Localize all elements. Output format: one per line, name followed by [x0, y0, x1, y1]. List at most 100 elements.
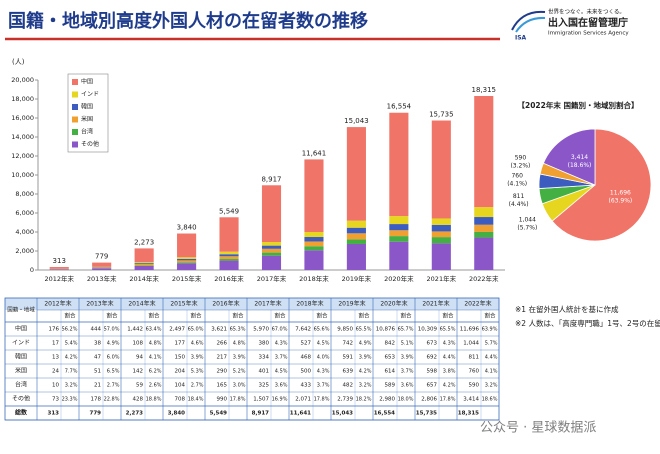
bar-segment	[49, 267, 69, 269]
table-year: 2018年末	[296, 300, 323, 308]
table-count: 2,497	[169, 327, 185, 333]
table-year: 2015年末	[170, 300, 197, 308]
table-count: 598	[427, 369, 438, 375]
bar-segment	[134, 265, 154, 270]
table-share: 65.5%	[356, 327, 372, 333]
table-share: 2.7%	[191, 383, 204, 389]
table-share: 4.5%	[275, 369, 288, 375]
table-count: 3,621	[211, 327, 227, 333]
table-count: 104	[175, 383, 186, 389]
y-tick-label: 12,000	[11, 152, 34, 160]
table-year: 2022年末	[464, 300, 491, 308]
bar-segment	[346, 243, 366, 270]
table-header-bg	[5, 298, 499, 310]
table-share: 2.6%	[149, 383, 162, 389]
table-count: 2,806	[421, 397, 437, 403]
bar-segment	[219, 251, 239, 255]
table-share: 3.2%	[65, 383, 78, 389]
table-count: 401	[259, 369, 270, 375]
x-tick-label: 2017年末	[257, 274, 287, 283]
bar-segment	[134, 263, 154, 265]
bar-segment	[261, 248, 282, 253]
legend-label: その他	[81, 140, 99, 148]
table-count: 47	[94, 355, 101, 361]
table-count: 73	[52, 397, 59, 403]
table-share-header: 割合	[484, 312, 496, 320]
x-tick-label: 2013年末	[87, 274, 117, 283]
table-count: 589	[385, 383, 396, 389]
bar-segment	[177, 263, 197, 270]
table-count: 17	[52, 341, 59, 347]
bar-segment	[474, 207, 494, 218]
y-tick-label: 2,000	[15, 247, 34, 255]
bar-segment	[304, 232, 324, 238]
table-share: 4.3%	[443, 341, 456, 347]
table-share: 5.2%	[233, 369, 246, 375]
total-label: 15,043	[344, 117, 369, 125]
table-share-header: 割合	[442, 312, 454, 320]
table-count: 639	[343, 369, 354, 375]
table-share: 6.5%	[107, 369, 120, 375]
table-count: 482	[343, 383, 354, 389]
table-count: 108	[133, 341, 144, 347]
bar-segment	[304, 241, 324, 247]
note: ※2 人数は、「高度専門職」1号、2号の在留者数	[515, 318, 660, 328]
total-label: 5,549	[219, 207, 239, 215]
table-share: 22.8%	[104, 397, 120, 403]
table-count: 5,970	[253, 327, 269, 333]
bar-segment	[261, 242, 282, 246]
bar-segment	[431, 120, 451, 219]
total-label: 15,735	[429, 111, 454, 119]
pie-value-label: 11,696	[610, 189, 631, 196]
legend-swatch	[72, 116, 78, 123]
table-total: 18,315	[458, 411, 479, 417]
bar-segment	[474, 217, 494, 225]
y-tick-label: 18,000	[11, 95, 34, 103]
bar-segment	[261, 185, 282, 243]
bar-segment	[134, 264, 154, 266]
pie-value-label: 760	[511, 172, 523, 179]
table-share: 6.2%	[149, 369, 162, 375]
table-share: 3.7%	[317, 383, 330, 389]
table-share: 3.8%	[443, 369, 456, 375]
table-share: 4.1%	[485, 369, 498, 375]
bar-segment	[346, 227, 366, 234]
bar-segment	[389, 224, 409, 231]
slogan: 世界をつなぐ。未来をつくる。	[548, 8, 625, 16]
legend-swatch	[72, 104, 78, 110]
table-count: 94	[136, 355, 143, 361]
table-row-label: 中国	[15, 325, 27, 333]
logo-arc	[515, 16, 546, 33]
table-share: 4.4%	[443, 355, 456, 361]
table-count: 1,507	[253, 397, 269, 403]
table-share: 3.7%	[275, 355, 288, 361]
x-tick-label: 2020年末	[384, 274, 414, 283]
table-share: 65.7%	[398, 327, 414, 333]
table-share: 17.8%	[440, 397, 456, 403]
table-row-label: 韓国	[15, 353, 27, 361]
table-count: 708	[175, 397, 186, 403]
bar-segment	[261, 252, 282, 256]
table-count: 217	[217, 355, 228, 361]
pie-percent-label: (4.1%)	[507, 180, 527, 187]
table-row-label: インド	[12, 340, 30, 347]
table-count: 428	[133, 397, 144, 403]
bar-segment	[134, 248, 154, 263]
table-share: 4.5%	[317, 341, 330, 347]
table-share-header: 割合	[358, 312, 370, 320]
bar-segment	[346, 233, 366, 240]
table-total: 2,273	[126, 411, 144, 417]
table-share-header: 割合	[106, 312, 118, 320]
bar-segment	[219, 256, 239, 260]
bar-segment	[474, 237, 494, 270]
table-corner: 国籍・地域	[7, 306, 35, 314]
table-share: 65.3%	[230, 327, 246, 333]
y-tick-label: 20,000	[11, 76, 34, 84]
table-share: 18.0%	[398, 397, 414, 403]
table-count: 468	[301, 355, 312, 361]
table-count: 51	[94, 369, 101, 375]
bar-segment	[177, 260, 197, 263]
bar-segment	[346, 239, 366, 244]
table-share-header: 割合	[232, 312, 244, 320]
